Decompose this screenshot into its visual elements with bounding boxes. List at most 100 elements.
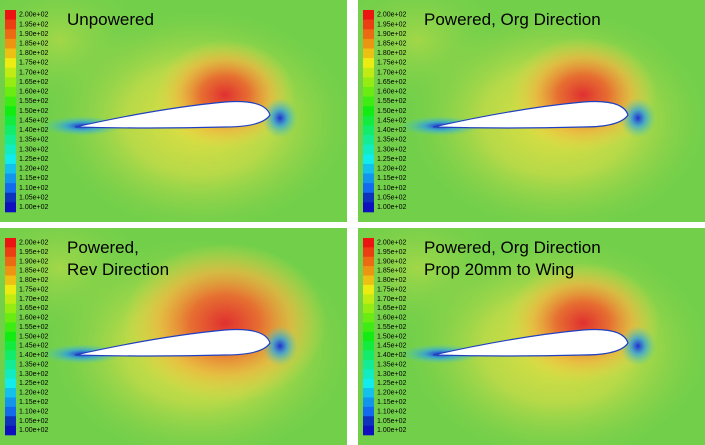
colorbar-swatch (363, 303, 374, 314)
colorbar-label: 1.00e+02 (377, 204, 406, 211)
colorbar-swatch (363, 359, 374, 370)
colorbar-swatch (5, 135, 16, 145)
colorbar-label: 1.25e+02 (19, 156, 48, 163)
colorbar-swatch (363, 256, 374, 267)
colorbar-swatch (363, 192, 374, 203)
panel-title: Powered, Org Direction (424, 10, 601, 29)
colorbar-swatch (5, 397, 16, 408)
colorbar-label: 1.20e+02 (19, 166, 48, 173)
colorbar-swatch (5, 106, 16, 117)
colorbar-swatch (5, 294, 16, 304)
colorbar-label: 1.40e+02 (19, 127, 48, 134)
colorbar-swatch (5, 48, 16, 59)
colorbar-label: 1.70e+02 (377, 69, 406, 76)
colorbar-label: 1.90e+02 (19, 258, 48, 265)
colorbar-swatch (5, 238, 16, 248)
airfoil (432, 100, 629, 129)
colorbar-label: 1.65e+02 (377, 79, 406, 86)
colorbar-swatch (363, 173, 374, 184)
colorbar-swatch (363, 350, 374, 361)
colorbar-swatch (363, 135, 374, 145)
colorbar-label: 1.30e+02 (19, 146, 48, 153)
panel-title: Rev Direction (67, 260, 169, 279)
colorbar-swatch (5, 313, 16, 323)
colorbar-label: 1.45e+02 (19, 117, 48, 124)
colorbar-label: 1.85e+02 (19, 41, 48, 48)
colorbar-swatch (5, 173, 16, 184)
colorbar-label: 1.40e+02 (19, 352, 48, 359)
colorbar-swatch (5, 275, 16, 286)
colorbar-label: 1.50e+02 (19, 108, 48, 115)
colorbar-label: 1.05e+02 (19, 418, 48, 425)
colorbar-label: 1.35e+02 (19, 361, 48, 368)
colorbar-label: 1.15e+02 (377, 399, 406, 406)
colorbar-label: 1.80e+02 (19, 50, 48, 57)
field-region (620, 326, 656, 366)
colorbar-label: 1.30e+02 (377, 371, 406, 378)
field-region (262, 326, 298, 366)
colorbar-swatch (363, 341, 374, 351)
colorbar-label: 1.20e+02 (19, 390, 48, 397)
airfoil (74, 100, 271, 129)
colorbar-swatch (363, 86, 374, 97)
colorbar-label: 1.20e+02 (377, 166, 406, 173)
colorbar-swatch (5, 303, 16, 314)
colorbar-swatch (363, 313, 374, 323)
colorbar-swatch (363, 29, 374, 40)
colorbar-swatch (5, 359, 16, 370)
colorbar-label: 1.80e+02 (377, 277, 406, 284)
colorbar-swatch (5, 202, 16, 213)
colorbar-swatch (5, 256, 16, 267)
panel-title: Unpowered (67, 10, 154, 29)
colorbar-swatch (363, 48, 374, 59)
colorbar-swatch (5, 67, 16, 78)
colorbar-label: 1.35e+02 (19, 137, 48, 144)
colorbar-swatch (363, 406, 374, 417)
colorbar-swatch (5, 331, 16, 342)
contour-panel: 2.00e+02 1.95e+02 1.90e+02 1.85e+02 1.80e+02… (0, 0, 347, 222)
colorbar-label: 1.70e+02 (19, 69, 48, 76)
colorbar-label: 1.00e+02 (19, 427, 48, 434)
colorbar-swatch (5, 341, 16, 351)
colorbar-label: 1.80e+02 (377, 50, 406, 57)
colorbar-label: 1.55e+02 (377, 324, 406, 331)
colorbar-swatch (363, 369, 374, 380)
colorbar-label: 1.50e+02 (377, 333, 406, 340)
colorbar-label: 1.40e+02 (377, 352, 406, 359)
colorbar-label: 1.95e+02 (377, 249, 406, 256)
colorbar-label: 1.85e+02 (377, 41, 406, 48)
colorbar-label: 1.00e+02 (19, 204, 48, 211)
colorbar-swatch (5, 388, 16, 398)
colorbar-swatch (363, 275, 374, 286)
panel-title: Powered, Org Direction (424, 238, 601, 257)
colorbar-swatch (5, 247, 16, 258)
colorbar-swatch (5, 266, 16, 276)
colorbar-label: 1.05e+02 (19, 194, 48, 201)
colorbar-label: 1.50e+02 (377, 108, 406, 115)
contour-panel: 2.00e+02 1.95e+02 1.90e+02 1.85e+02 1.80e+02… (358, 0, 705, 222)
colorbar-swatch (363, 96, 374, 107)
colorbar-swatch (5, 284, 16, 295)
colorbar-swatch (5, 77, 16, 88)
colorbar-swatch (5, 322, 16, 333)
colorbar-label: 1.05e+02 (377, 194, 406, 201)
colorbar-label: 1.90e+02 (377, 258, 406, 265)
colorbar-label: 1.85e+02 (377, 268, 406, 275)
colorbar-label: 1.60e+02 (19, 89, 48, 96)
colorbar-swatch (5, 29, 16, 40)
colorbar-swatch (5, 144, 16, 155)
colorbar-label: 1.75e+02 (19, 60, 48, 67)
colorbar-swatch (363, 416, 374, 426)
colorbar-swatch (5, 154, 16, 165)
colorbar-swatch (363, 58, 374, 69)
colorbar-swatch (363, 19, 374, 30)
panel-title: Powered, (67, 238, 139, 257)
airfoil (432, 328, 629, 357)
colorbar-label: 1.10e+02 (19, 408, 48, 415)
colorbar-label: 1.00e+02 (377, 427, 406, 434)
colorbar-label: 1.60e+02 (377, 89, 406, 96)
colorbar-label: 2.00e+02 (19, 240, 48, 247)
colorbar-label: 1.05e+02 (377, 418, 406, 425)
colorbar-swatch (5, 163, 16, 174)
airfoil (74, 328, 271, 357)
